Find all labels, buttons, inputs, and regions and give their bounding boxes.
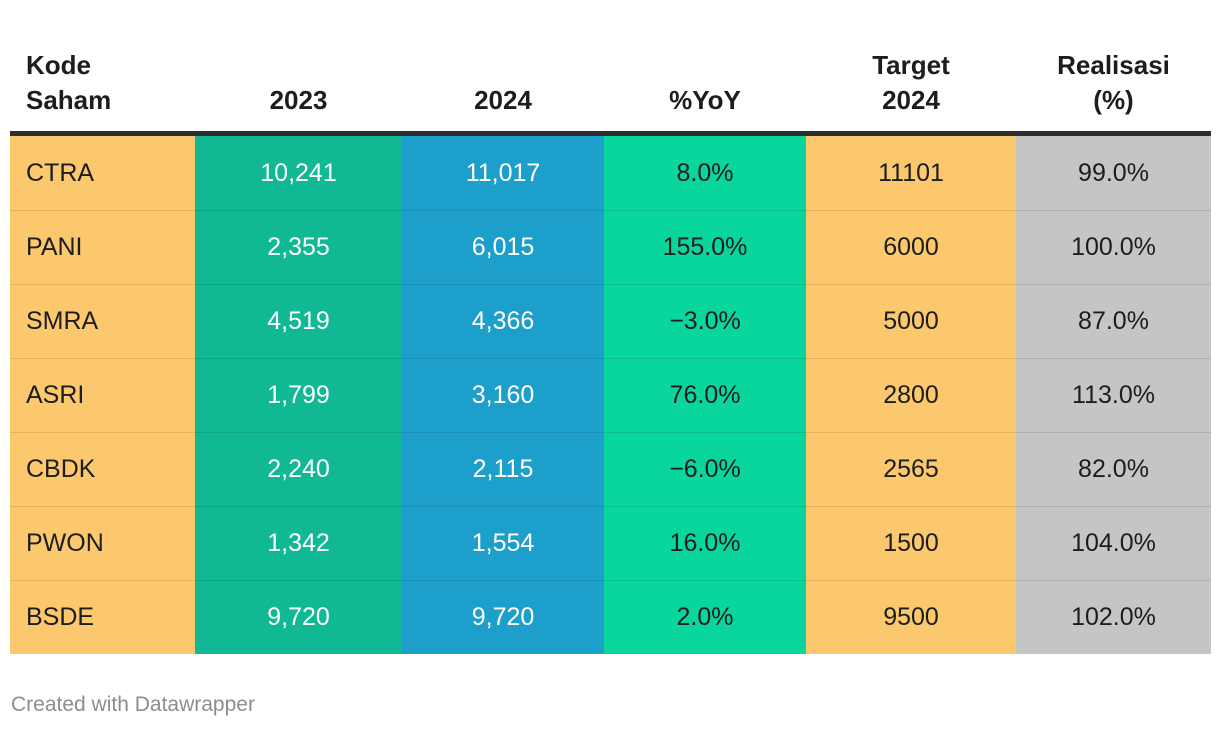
cell-2023-value: 4,519 [195, 284, 402, 358]
cell-target: 2800 [806, 358, 1016, 432]
cell-2023-value: 10,241 [195, 136, 402, 210]
cell-2024-value: 3,160 [402, 358, 604, 432]
data-table: Kode Saham 2023 2024 %YoY Target 2024 Re… [10, 0, 1211, 654]
cell-yoy-value: −6.0% [604, 432, 806, 506]
cell-target: 5000 [806, 284, 1016, 358]
cell-2024-value: 1,554 [402, 506, 604, 580]
table-row-cbdk: CBDK 2,240 2,115 −6.0% 2565 82.0% [10, 432, 1211, 506]
cell-realisasi: 87.0% [1016, 284, 1211, 358]
cell-target: 1500 [806, 506, 1016, 580]
cell-yoy-value: 8.0% [604, 136, 806, 210]
datawrapper-attribution: Created with Datawrapper [11, 693, 255, 716]
table-row-asri: ASRI 1,799 3,160 76.0% 2800 113.0% [10, 358, 1211, 432]
cell-ticker: PANI [10, 210, 195, 284]
header-cell-kode-saham: Kode Saham [26, 49, 112, 115]
header-cell-realisasi: Realisasi (%) [1057, 49, 1170, 115]
cell-ticker: BSDE [10, 580, 195, 654]
header-cell-2023: 2023 [269, 84, 328, 115]
header-cell-2024: 2024 [474, 84, 532, 115]
cell-ticker: SMRA [10, 284, 195, 358]
header-cell-target-2024: Target 2024 [872, 49, 950, 115]
table-row-pwon: PWON 1,342 1,554 16.0% 1500 104.0% [10, 506, 1211, 580]
cell-yoy-value: 155.0% [604, 210, 806, 284]
cell-realisasi: 82.0% [1016, 432, 1211, 506]
header-cell-yoy: %YoY [669, 84, 741, 115]
cell-realisasi: 102.0% [1016, 580, 1211, 654]
table-row-pani: PANI 2,355 6,015 155.0% 6000 100.0% [10, 210, 1211, 284]
cell-target: 6000 [806, 210, 1016, 284]
cell-realisasi: 104.0% [1016, 506, 1211, 580]
table-header-row: Kode Saham 2023 2024 %YoY Target 2024 Re… [10, 0, 1211, 136]
cell-target: 9500 [806, 580, 1016, 654]
table-row-smra: SMRA 4,519 4,366 −3.0% 5000 87.0% [10, 284, 1211, 358]
cell-2024-value: 6,015 [402, 210, 604, 284]
cell-yoy-value: 76.0% [604, 358, 806, 432]
cell-ticker: PWON [10, 506, 195, 580]
cell-2023-value: 2,355 [195, 210, 402, 284]
cell-yoy-value: 2.0% [604, 580, 806, 654]
cell-2024-value: 2,115 [402, 432, 604, 506]
cell-yoy-value: 16.0% [604, 506, 806, 580]
cell-ticker: ASRI [10, 358, 195, 432]
cell-target: 2565 [806, 432, 1016, 506]
cell-2023-value: 2,240 [195, 432, 402, 506]
cell-realisasi: 113.0% [1016, 358, 1211, 432]
cell-realisasi: 100.0% [1016, 210, 1211, 284]
cell-ticker: CBDK [10, 432, 195, 506]
cell-2023-value: 9,720 [195, 580, 402, 654]
table-row-ctra: CTRA 10,241 11,017 8.0% 11101 99.0% [10, 136, 1211, 210]
cell-ticker: CTRA [10, 136, 195, 210]
cell-yoy-value: −3.0% [604, 284, 806, 358]
cell-2024-value: 9,720 [402, 580, 604, 654]
table-row-bsde: BSDE 9,720 9,720 2.0% 9500 102.0% [10, 580, 1211, 654]
cell-2024-value: 11,017 [402, 136, 604, 210]
cell-2023-value: 1,799 [195, 358, 402, 432]
cell-realisasi: 99.0% [1016, 136, 1211, 210]
cell-2024-value: 4,366 [402, 284, 604, 358]
cell-2023-value: 1,342 [195, 506, 402, 580]
cell-target: 11101 [806, 136, 1016, 210]
